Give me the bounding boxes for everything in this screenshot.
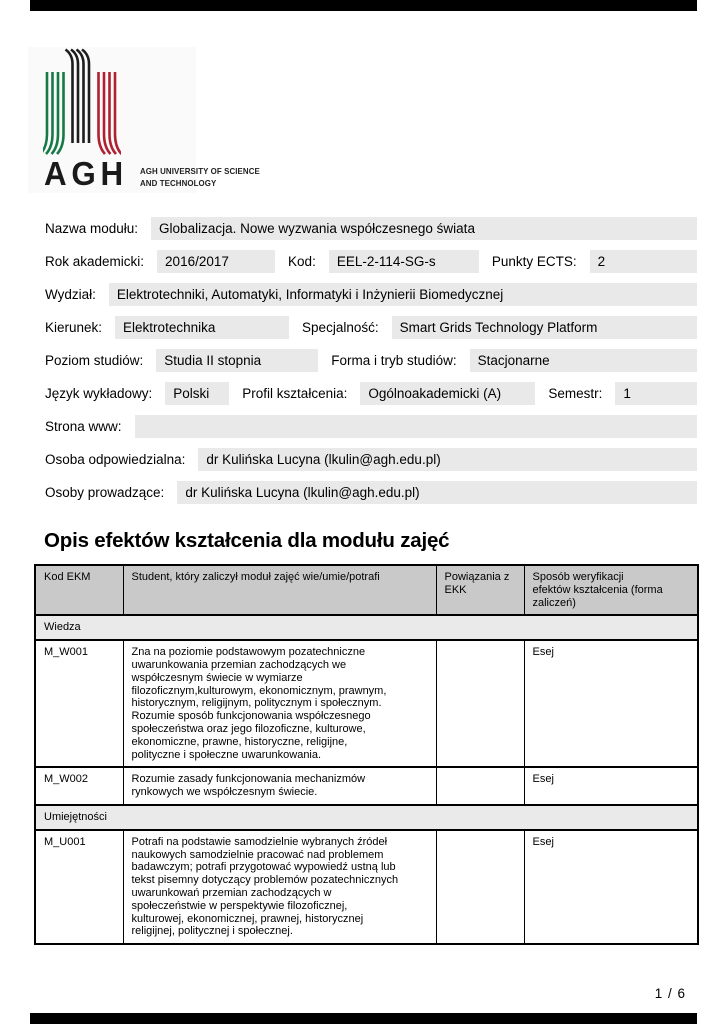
ekm-verification: Esej [523,828,699,946]
form-row-study-level: Poziom studiów: Studia II stopnia Forma … [45,349,697,372]
form-row-website: Strona www: [45,415,697,438]
module-info-form: Nazwa modułu: Globalizacja. Nowe wyzwani… [45,217,697,514]
language-value: Polski [165,382,230,405]
agh-logo-acronym: AGH [44,155,128,192]
ekm-description: Potrafi na podstawie samodzielnie wybran… [122,828,437,946]
ekm-verification: Esej [523,639,699,769]
field-of-study-label: Kierunek: [45,320,103,335]
faculty-value: Elektrotechniki, Automatyki, Informatyki… [108,283,697,306]
specialty-value: Smart Grids Technology Platform [391,316,697,339]
header-ekk: Powiązania z EKK [435,563,525,617]
semester-label: Semestr: [548,386,603,401]
top-edge-bar [30,0,697,11]
website-label: Strona www: [45,419,122,434]
section-row-umiejetnosci: Umiejętności [34,803,699,831]
form-row-academic-year: Rok akademicki: 2016/2017 Kod: EEL-2-114… [45,250,697,273]
header-description: Student, który zaliczył moduł zajęć wie/… [122,563,437,617]
ekm-code: M_W002 [34,766,124,806]
language-label: Język wykładowy: [45,386,153,401]
profile-label: Profil kształcenia: [242,386,348,401]
semester-value: 1 [615,382,697,405]
effects-table-wrapper: Kod EKM Student, który zaliczył moduł za… [34,563,699,946]
code-value: EEL-2-114-SG-s [328,250,479,273]
study-mode-label: Forma i tryb studiów: [331,353,457,368]
study-mode-value: Stacjonarne [469,349,697,372]
effects-section-title: Opis efektów kształcenia dla modułu zaję… [44,529,450,552]
ekm-code: M_W001 [34,639,124,769]
field-of-study-value: Elektrotechnika [115,316,290,339]
effects-table-header-row: Kod EKM Student, który zaliczył moduł za… [34,563,699,617]
module-name-value: Globalizacja. Nowe wyzwania współczesneg… [151,217,697,240]
bottom-edge-bar [30,1013,697,1024]
ekm-description: Zna na poziomie podstawowym pozatechnicz… [122,639,437,769]
agh-logo-stripes-icon [43,48,121,155]
academic-year-value: 2016/2017 [157,250,276,273]
ekm-code: M_U001 [34,828,124,946]
ekm-verification: Esej [523,766,699,806]
responsible-person-value: dr Kulińska Lucyna (lkulin@agh.edu.pl) [198,448,697,471]
form-row-faculty: Wydział: Elektrotechniki, Automatyki, In… [45,283,697,306]
section-label: Umiejętności [34,803,699,831]
code-label: Kod: [288,254,316,269]
profile-value: Ogólnoakademicki (A) [360,382,536,405]
lecturers-value: dr Kulińska Lucyna (lkulin@agh.edu.pl) [177,481,697,504]
agh-logo: AGH AGH UNIVERSITY OF SCIENCE AND TECHNO… [28,47,260,193]
header-code: Kod EKM [34,563,124,617]
ekm-ekk [435,766,525,806]
form-row-module-name: Nazwa modułu: Globalizacja. Nowe wyzwani… [45,217,697,240]
ekm-ekk [435,828,525,946]
form-row-field-of-study: Kierunek: Elektrotechnika Specjalność: S… [45,316,697,339]
module-name-label: Nazwa modułu: [45,221,139,236]
ects-label: Punkty ECTS: [491,254,577,269]
table-row-mu001: M_U001 Potrafi na podstawie samodzielnie… [34,828,699,946]
agh-logo-subtitle: AGH UNIVERSITY OF SCIENCE AND TECHNOLOGY [140,166,260,189]
header-verification: Sposób weryfikacji efektów kształcenia (… [523,563,699,617]
table-row-mw001: M_W001 Zna na poziomie podstawowym pozat… [34,639,699,769]
ekm-description: Rozumie zasady funkcjonowania mechanizmó… [122,766,437,806]
faculty-label: Wydział: [45,287,96,302]
lecturers-label: Osoby prowadzące: [45,485,165,500]
agh-logo-subtitle-line2: AND TECHNOLOGY [140,177,217,188]
specialty-label: Specjalność: [302,320,379,335]
academic-year-label: Rok akademicki: [45,254,145,269]
responsible-person-label: Osoba odpowiedzialna: [45,452,186,467]
table-row-mw002: M_W002 Rozumie zasady funkcjonowania mec… [34,766,699,806]
page-number: 1 / 6 [654,986,686,1001]
effects-table: Kod EKM Student, który zaliczył moduł za… [34,563,699,946]
study-level-value: Studia II stopnia [156,349,319,372]
form-row-language: Język wykładowy: Polski Profil kształcen… [45,382,697,405]
agh-logo-subtitle-line1: AGH UNIVERSITY OF SCIENCE [140,166,260,176]
form-row-lecturers: Osoby prowadzące: dr Kulińska Lucyna (lk… [45,481,697,504]
ects-value: 2 [589,250,697,273]
section-row-wiedza: Wiedza [34,614,699,642]
section-label: Wiedza [34,614,699,642]
study-level-label: Poziom studiów: [45,353,144,368]
form-row-responsible-person: Osoba odpowiedzialna: dr Kulińska Lucyna… [45,448,697,471]
website-value [134,415,697,438]
ekm-ekk [435,639,525,769]
